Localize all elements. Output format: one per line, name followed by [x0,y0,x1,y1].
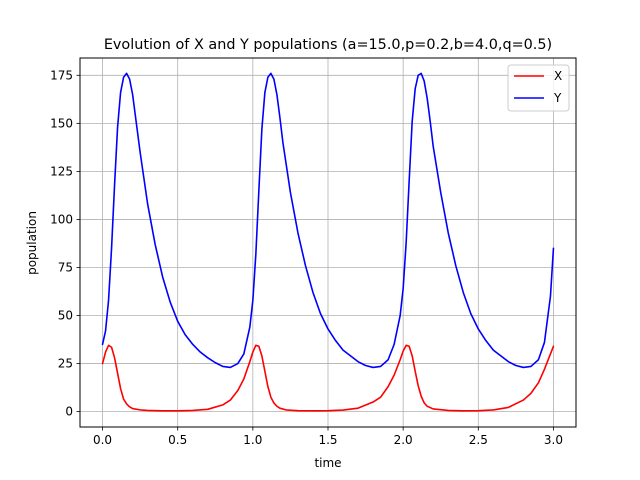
x-tick-label: 1.5 [318,433,337,447]
x-tick-label: 2.0 [394,433,413,447]
x-axis-label: time [314,456,341,470]
y-tick-label: 75 [58,260,73,274]
y-tick-label: 125 [50,164,73,178]
y-tick-label: 100 [50,212,73,226]
x-tick-label: 1.0 [243,433,262,447]
y-tick-label: 175 [50,68,73,82]
x-tick-label: 0.0 [93,433,112,447]
x-axis-ticks: 0.0 0.5 1.0 1.5 2.0 2.5 3.0 [93,427,563,447]
series-layer [101,72,555,412]
series-line-y [101,72,555,369]
y-axis-ticks: 0 25 50 75 100 125 150 175 [50,68,80,419]
y-axis-label: population [25,211,39,275]
y-tick-label: 150 [50,116,73,130]
legend: X Y [507,64,570,112]
y-tick-label: 50 [58,309,73,323]
x-tick-label: 0.5 [168,433,187,447]
series-line-x [101,344,555,412]
x-tick-label: 2.5 [469,433,488,447]
x-tick-label: 3.0 [544,433,563,447]
legend-label-x: X [554,69,562,83]
grid [80,58,576,427]
legend-label-y: Y [553,91,562,105]
y-tick-label: 25 [58,357,73,371]
chart-title: Evolution of X and Y populations (a=15.0… [104,37,552,53]
y-tick-label: 0 [65,405,73,419]
